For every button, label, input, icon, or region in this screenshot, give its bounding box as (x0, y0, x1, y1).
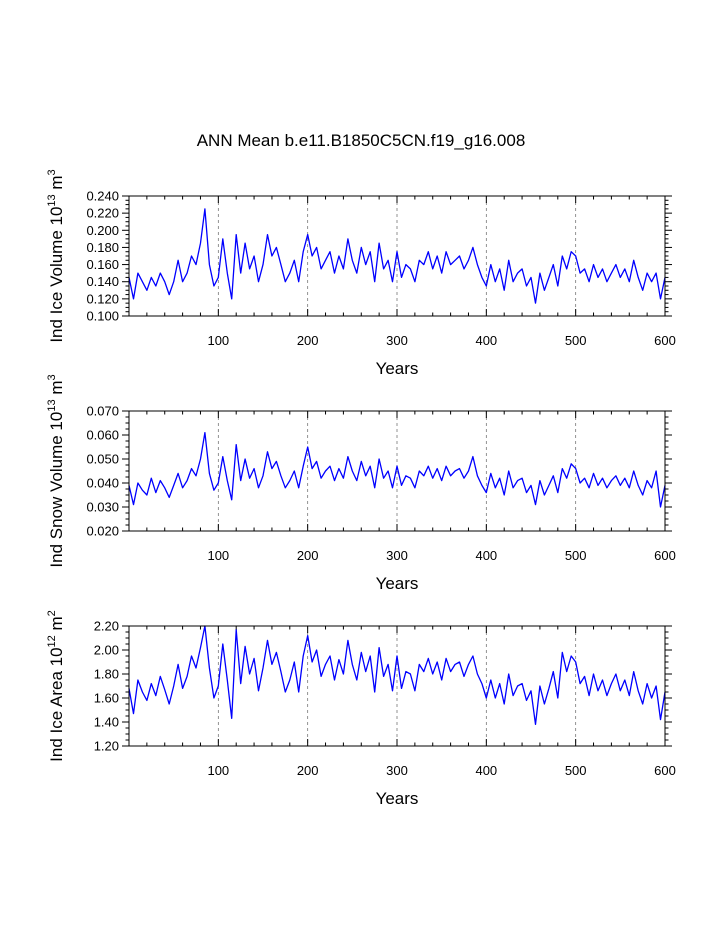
y-tick-label: 0.180 (86, 240, 119, 255)
x-tick-label: 600 (654, 333, 676, 348)
x-tick-label: 300 (386, 763, 408, 778)
x-tick-label: 100 (207, 333, 229, 348)
y-tick-label: 2.20 (94, 619, 119, 634)
y-tick-label: 0.040 (86, 476, 119, 491)
y-tick-label: 0.200 (86, 223, 119, 238)
x-tick-label: 400 (475, 333, 497, 348)
x-tick-label: 500 (565, 333, 587, 348)
y-tick-label: 0.030 (86, 500, 119, 515)
x-tick-label: 400 (475, 548, 497, 563)
x-tick-label: 400 (475, 763, 497, 778)
series-line (128, 625, 666, 726)
x-tick-label: 200 (297, 548, 319, 563)
y-tick-label: 1.60 (94, 691, 119, 706)
x-tick-label: 200 (297, 333, 319, 348)
x-tick-label: 100 (207, 548, 229, 563)
y-tick-label: 0.120 (86, 291, 119, 306)
x-tick-label: 500 (565, 548, 587, 563)
y-tick-label: 0.020 (86, 524, 119, 539)
x-axis-label: Years (376, 574, 419, 593)
y-tick-label: 0.140 (86, 274, 119, 289)
x-tick-label: 300 (386, 548, 408, 563)
y-tick-label: 2.00 (94, 643, 119, 658)
y-tick-label: 1.80 (94, 667, 119, 682)
x-tick-label: 300 (386, 333, 408, 348)
figure-title: ANN Mean b.e11.B1850C5CN.f19_g16.008 (197, 131, 526, 150)
series-line (128, 431, 666, 508)
series-line (128, 208, 666, 304)
y-tick-label: 0.070 (86, 404, 119, 419)
x-tick-label: 500 (565, 763, 587, 778)
x-tick-label: 600 (654, 763, 676, 778)
panel-2: 100 200 300 400 500 600 0.020 0.030 0.040 0.050 0.… (46, 374, 676, 593)
x-tick-label: 200 (297, 763, 319, 778)
y-tick-label: 0.240 (86, 189, 119, 204)
x-axis-label: Years (376, 359, 419, 378)
y-tick-label: 0.050 (86, 452, 119, 467)
x-tick-label: 600 (654, 548, 676, 563)
y-axis-label: Ind Ice Volume 1013 m3 (46, 169, 66, 342)
y-tick-label: 0.100 (86, 309, 119, 324)
y-tick-label: 1.40 (94, 715, 119, 730)
y-tick-label: 0.220 (86, 206, 119, 221)
x-tick-label: 100 (207, 763, 229, 778)
panel-1: 100 200 300 400 500 600 0.100 0.120 0.140 0.160 0.… (46, 169, 676, 378)
y-tick-label: 0.060 (86, 428, 119, 443)
y-tick-label: 1.20 (94, 739, 119, 754)
panel-3: 100 200 300 400 500 600 1.20 1.40 1.60 1.80 2.00 2.… (46, 610, 676, 808)
x-axis-label: Years (376, 789, 419, 808)
y-axis-label: Ind Ice Area 1012 m2 (46, 610, 66, 762)
y-tick-label: 0.160 (86, 257, 119, 272)
y-axis-label: Ind Snow Volume 1013 m3 (46, 374, 66, 567)
